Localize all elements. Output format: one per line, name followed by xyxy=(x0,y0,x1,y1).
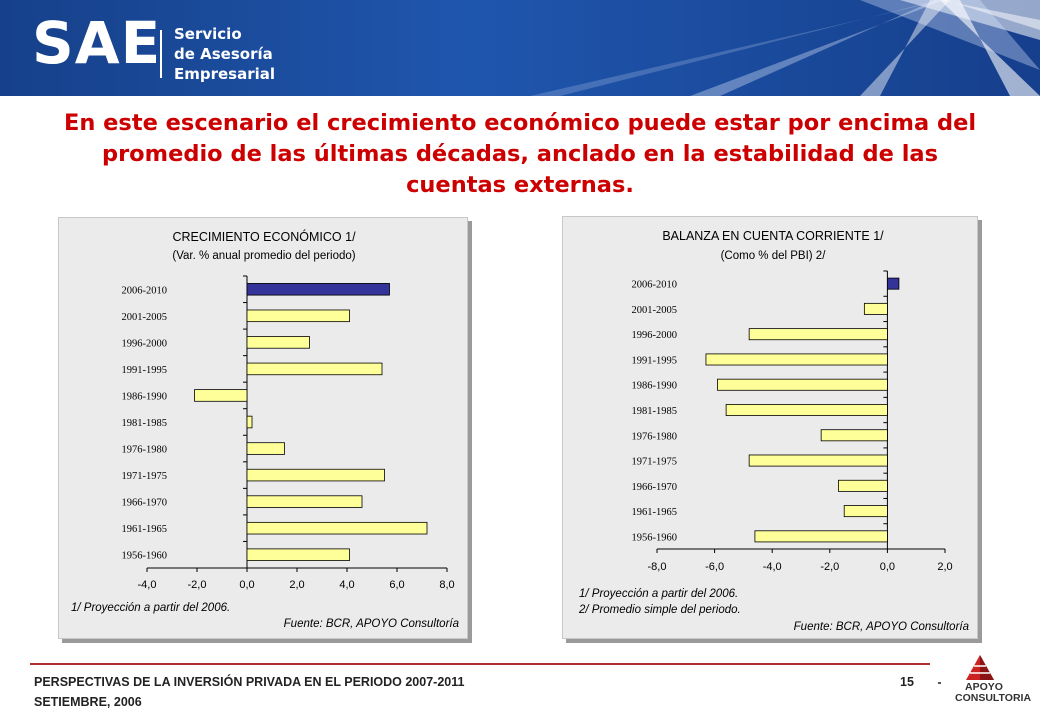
logo-line-2: de Asesoría xyxy=(174,45,273,63)
bar xyxy=(843,505,888,518)
bar xyxy=(246,521,428,535)
category-label: 1961-1965 xyxy=(122,524,168,535)
category-label: 2006-2010 xyxy=(632,280,678,291)
x-tick-label: -4,0 xyxy=(138,579,157,591)
logo-line-1: Servicio xyxy=(174,25,242,43)
growth-chart-panel: CRECIMIENTO ECONÓMICO 1/ (Var. % anual pr… xyxy=(58,217,468,639)
bar xyxy=(717,378,888,391)
bar xyxy=(705,353,888,366)
bar xyxy=(246,336,310,349)
banner-light-rays xyxy=(530,0,1040,96)
category-label: 2001-2005 xyxy=(632,305,678,316)
x-tick-label: -4,0 xyxy=(763,561,782,573)
bar xyxy=(194,389,248,402)
sae-logo: SAE xyxy=(32,9,162,77)
x-tick-label: 4,0 xyxy=(339,579,354,591)
bar xyxy=(246,415,253,429)
current-account-chart-panel: BALANZA EN CUENTA CORRIENTE 1/ (Como % de… xyxy=(562,216,978,639)
category-label: 1961-1965 xyxy=(632,507,678,518)
chart-source: Fuente: BCR, APOYO Consultoría xyxy=(283,618,459,630)
headline-line-2: promedio de las últimas décadas, anclado… xyxy=(101,141,938,167)
bar xyxy=(748,454,888,467)
category-label: 1971-1975 xyxy=(122,471,168,482)
category-label: 1991-1995 xyxy=(632,355,678,366)
apoyo-brand-sub: CONSULTORIA xyxy=(955,692,1032,704)
footer-rule xyxy=(30,663,930,665)
x-tick-label: 6,0 xyxy=(389,579,404,591)
bar xyxy=(838,479,888,492)
category-label: 1966-1970 xyxy=(632,482,678,493)
slide-headline: En este escenario el crecimiento económi… xyxy=(30,108,1010,201)
headline-line-1: En este escenario el crecimiento económi… xyxy=(63,110,977,136)
x-tick-label: 0,0 xyxy=(239,579,254,591)
bar xyxy=(246,362,383,376)
category-label: 1986-1990 xyxy=(122,391,168,402)
logo-separator xyxy=(160,30,162,78)
category-label: 1976-1980 xyxy=(122,445,168,456)
category-label: 1996-2000 xyxy=(632,330,678,341)
chart-source: Fuente: BCR, APOYO Consultoría xyxy=(793,621,969,633)
footer-title: PERSPECTIVAS DE LA INVERSIÓN PRIVADA EN … xyxy=(34,675,465,689)
bar xyxy=(754,530,888,543)
x-tick-label: 2,0 xyxy=(937,561,952,573)
x-tick-label: 2,0 xyxy=(289,579,304,591)
bar xyxy=(863,302,888,315)
chart-title: CRECIMIENTO ECONÓMICO 1/ xyxy=(172,229,356,244)
chart-title: BALANZA EN CUENTA CORRIENTE 1/ xyxy=(662,229,884,243)
category-label: 1991-1995 xyxy=(122,365,168,376)
logo-subtitle: Servicio de Asesoría Empresarial xyxy=(174,24,275,84)
apoyo-pyramid-icon xyxy=(938,655,994,714)
bar xyxy=(246,468,385,482)
category-label: 1956-1960 xyxy=(632,532,678,543)
x-tick-label: -6,0 xyxy=(705,561,724,573)
category-label: 1981-1985 xyxy=(122,418,168,429)
bar xyxy=(748,328,888,341)
growth-chart: CRECIMIENTO ECONÓMICO 1/ (Var. % anual pr… xyxy=(122,229,455,591)
apoyo-brand: APOYO xyxy=(965,681,1003,693)
category-label: 1971-1975 xyxy=(632,457,678,468)
category-label: 1996-2000 xyxy=(122,338,168,349)
bar xyxy=(246,548,350,561)
x-tick-label: 0,0 xyxy=(880,561,895,573)
category-label: 2006-2010 xyxy=(122,285,168,296)
chart-subtitle: (Var. % anual promedio del periodo) xyxy=(172,250,355,262)
category-label: 2001-2005 xyxy=(122,312,168,323)
bar xyxy=(246,309,350,323)
x-tick-label: 8,0 xyxy=(439,579,454,591)
chart-subtitle: (Como % del PBI) 2/ xyxy=(721,250,827,262)
chart-footnote-1: 1/ Proyección a partir del 2006. xyxy=(71,602,231,614)
footer-date: SETIEMBRE, 2006 xyxy=(34,695,142,709)
bar xyxy=(886,277,900,290)
category-label: 1981-1985 xyxy=(632,406,678,417)
page-number: 15 xyxy=(900,675,914,689)
x-tick-label: -2,0 xyxy=(820,561,839,573)
bar xyxy=(820,429,888,442)
chart-footnote-1: 1/ Proyección a partir del 2006. xyxy=(579,588,739,600)
category-label: 1966-1970 xyxy=(122,498,168,509)
header-banner: SAE Servicio de Asesoría Empresarial xyxy=(0,0,1040,96)
x-tick-label: -8,0 xyxy=(648,561,667,573)
x-tick-label: -2,0 xyxy=(188,579,207,591)
current-account-chart: BALANZA EN CUENTA CORRIENTE 1/ (Como % de… xyxy=(632,229,953,573)
apoyo-logo: APOYO CONSULTORIA xyxy=(936,654,1032,714)
headline-line-3: cuentas externas. xyxy=(406,172,634,198)
category-label: 1986-1990 xyxy=(632,381,678,392)
bar xyxy=(246,283,390,296)
bar xyxy=(246,495,363,508)
category-label: 1976-1980 xyxy=(632,431,678,442)
bar xyxy=(725,404,888,416)
logo-line-3: Empresarial xyxy=(174,65,276,83)
bar xyxy=(246,442,285,455)
chart-footnote-2: 2/ Promedio simple del periodo. xyxy=(579,604,741,616)
category-label: 1956-1960 xyxy=(122,551,168,562)
